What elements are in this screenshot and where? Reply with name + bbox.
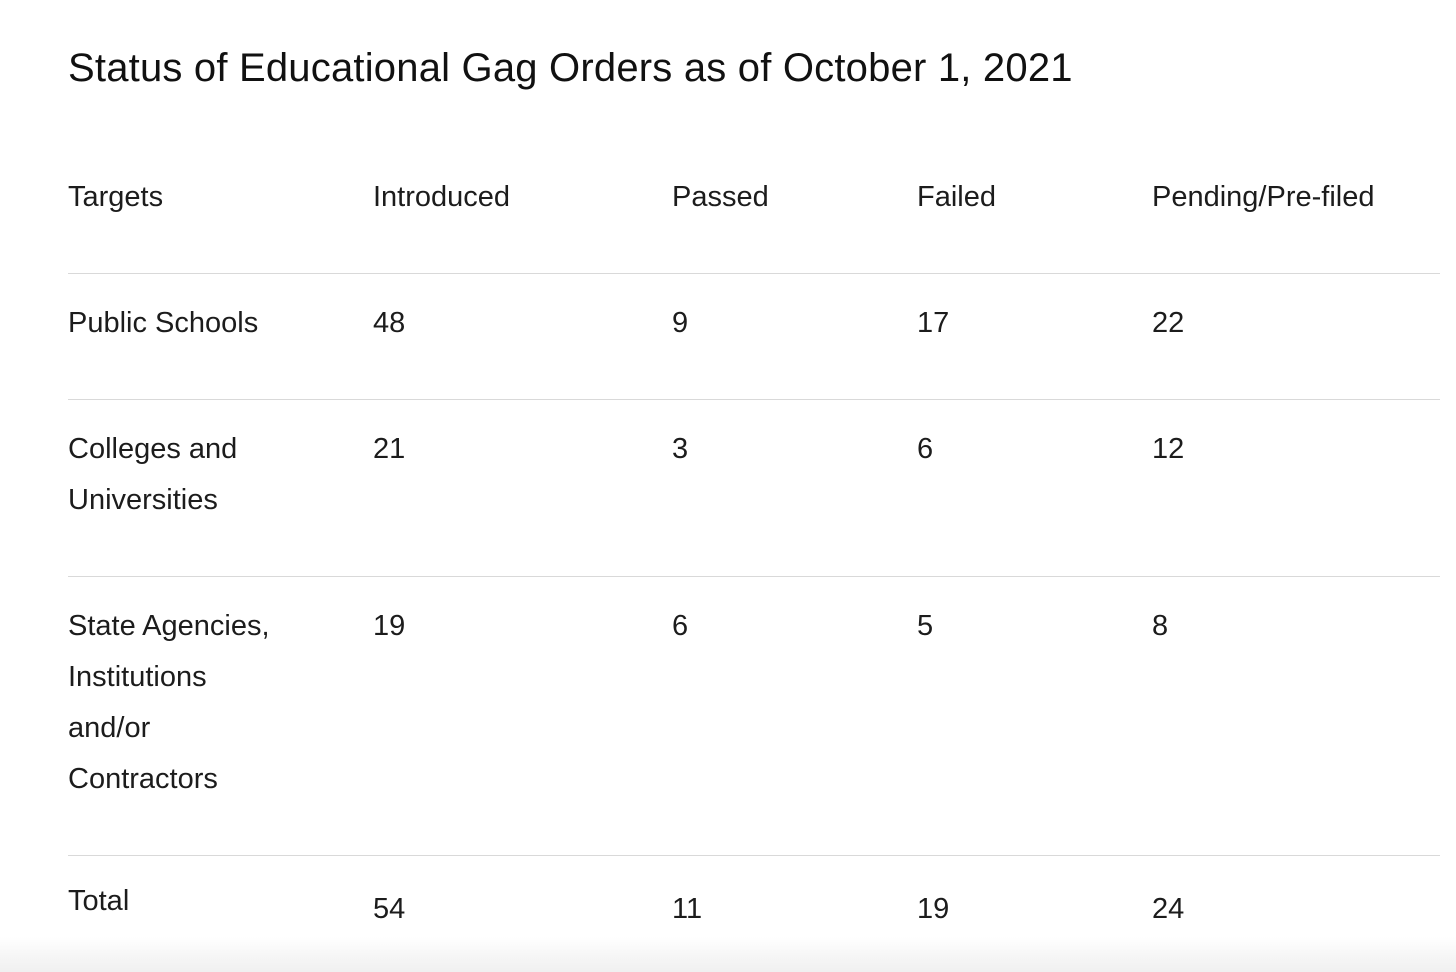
cell-failed: 5 — [917, 610, 934, 642]
column-header-pending-prefiled: Pending/Pre-filed — [1152, 181, 1375, 213]
table-header-row: Targets Introduced Passed Failed Pending… — [68, 160, 1440, 274]
row-label: Public Schools — [68, 307, 259, 339]
cell-passed: 6 — [672, 610, 689, 642]
table-row-state-agencies: State Agencies, Institutions and/or Cont… — [68, 577, 1440, 856]
table-row-public-schools: Public Schools 48 9 17 22 — [68, 274, 1440, 400]
column-header-targets: Targets — [68, 181, 164, 213]
cell-passed: 9 — [672, 307, 689, 339]
row-label: Total — [68, 885, 130, 917]
cell-pending-prefiled: 12 — [1152, 433, 1185, 465]
row-label: State Agencies, Institutions and/or Cont… — [68, 610, 270, 795]
gag-orders-table: Targets Introduced Passed Failed Pending… — [68, 160, 1440, 937]
cell-introduced: 54 — [373, 893, 406, 925]
cell-failed: 17 — [917, 307, 950, 339]
cell-failed: 6 — [917, 433, 934, 465]
cell-passed: 11 — [672, 893, 703, 925]
cell-pending-prefiled: 8 — [1152, 610, 1169, 642]
cell-passed: 3 — [672, 433, 689, 465]
page-title: Status of Educational Gag Orders as of O… — [68, 46, 1073, 90]
row-label: Colleges and Universities — [68, 433, 238, 516]
cell-introduced: 21 — [373, 433, 406, 465]
cell-pending-prefiled: 22 — [1152, 307, 1185, 339]
column-header-introduced: Introduced — [373, 181, 511, 213]
table-row-colleges-universities: Colleges and Universities 21 3 6 12 — [68, 400, 1440, 577]
cell-pending-prefiled: 24 — [1152, 893, 1185, 925]
column-header-passed: Passed — [672, 181, 769, 213]
bottom-gradient-strip — [0, 937, 1456, 972]
cell-introduced: 19 — [373, 610, 406, 642]
cell-failed: 19 — [917, 893, 950, 925]
table-row-total: Total 54 11 19 24 — [68, 856, 1440, 937]
cell-introduced: 48 — [373, 307, 406, 339]
column-header-failed: Failed — [917, 181, 996, 213]
